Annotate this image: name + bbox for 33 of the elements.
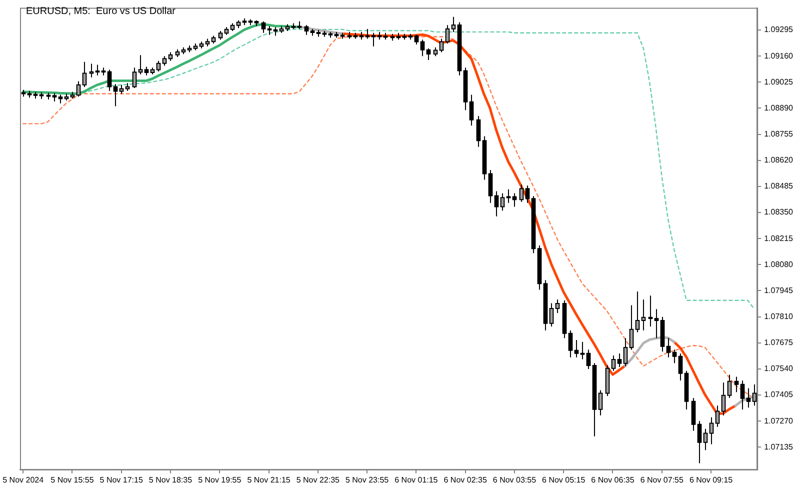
x-tick-label: 6 Nov 07:55 [640, 475, 684, 484]
y-tick-label: 1.08620 [764, 156, 794, 165]
y-tick-label: 1.07810 [764, 312, 794, 322]
y-tick-label: 1.07270 [764, 416, 794, 426]
x-tick-label: 6 Nov 03:55 [492, 475, 537, 484]
y-tick-label: 1.09160 [764, 51, 794, 60]
y-tick-label: 1.08080 [764, 260, 794, 269]
x-tick-label: 5 Nov 2024 [2, 475, 44, 484]
x-tick-label: 5 Nov 21:15 [247, 475, 291, 484]
y-tick-label: 1.07135 [764, 442, 794, 452]
y-tick-label: 1.08350 [764, 208, 794, 217]
x-tick-label: 5 Nov 17:15 [100, 475, 144, 484]
y-tick-label: 1.09025 [764, 77, 794, 86]
x-tick-label: 5 Nov 23:55 [345, 475, 390, 484]
x-tick-label: 5 Nov 22:35 [296, 475, 340, 484]
x-tick-label: 5 Nov 19:55 [198, 475, 242, 484]
y-tick-label: 1.07945 [764, 286, 794, 295]
y-tick-label: 1.07540 [764, 364, 794, 374]
y-tick-label: 1.07405 [764, 390, 794, 400]
y-tick-label: 1.07675 [764, 338, 794, 348]
x-tick-label: 6 Nov 09:15 [689, 475, 734, 484]
x-tick-label: 6 Nov 01:15 [394, 475, 438, 484]
y-tick-label: 1.08890 [764, 103, 794, 112]
y-tick-label: 1.08485 [764, 182, 794, 191]
chart-title: EURUSD, M5: Euro vs US Dollar [26, 6, 176, 17]
x-tick-label: 6 Nov 02:35 [444, 475, 488, 484]
x-tick-label: 6 Nov 06:35 [591, 475, 635, 484]
y-tick-label: 1.08755 [764, 130, 794, 139]
y-tick-label: 1.09295 [764, 25, 794, 34]
x-tick-label: 5 Nov 18:35 [148, 475, 193, 484]
x-tick-label: 6 Nov 05:15 [542, 475, 586, 484]
x-tick-label: 5 Nov 15:55 [50, 475, 94, 484]
y-tick-label: 1.08215 [764, 234, 794, 243]
